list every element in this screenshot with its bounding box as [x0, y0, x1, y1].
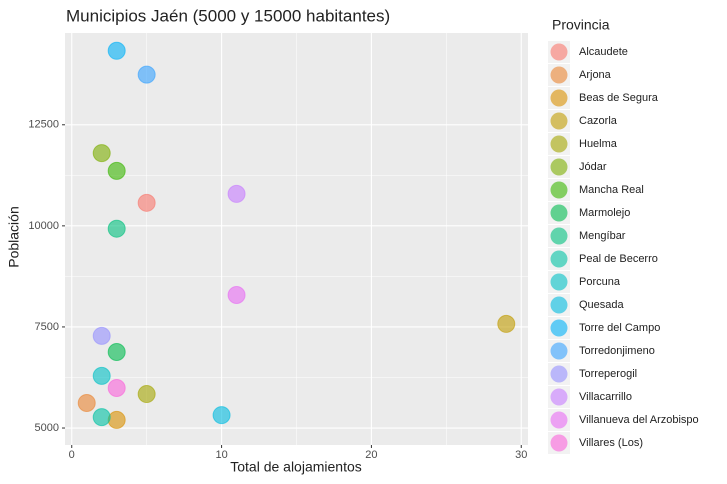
y-tick-label: 10000 [28, 220, 59, 232]
legend-label: Marmolejo [579, 207, 630, 219]
legend-key [550, 250, 568, 268]
point [107, 161, 126, 180]
point [92, 408, 111, 427]
point [137, 65, 156, 84]
legend-label: Arjona [579, 69, 612, 81]
point [92, 326, 111, 345]
legend-label: Mengíbar [579, 230, 626, 242]
legend-key [550, 365, 568, 383]
point [227, 184, 246, 203]
legend-key [550, 66, 568, 84]
x-axis-title: Total de alojamientos [230, 459, 362, 475]
legend-key [550, 319, 568, 337]
legend-key [550, 181, 568, 199]
legend-key [550, 89, 568, 107]
point [497, 314, 516, 333]
legend-key [550, 296, 568, 314]
chart-title: Municipios Jaén (5000 y 15000 habitantes… [66, 6, 390, 25]
point [107, 343, 126, 362]
point [137, 193, 156, 212]
legend-key [550, 273, 568, 291]
legend-key [550, 112, 568, 130]
legend-label: Quesada [579, 299, 625, 311]
point [212, 406, 231, 425]
point [92, 366, 111, 385]
legend-key [550, 434, 568, 452]
legend-label: Porcuna [579, 276, 621, 288]
legend-label: Alcaudete [579, 46, 628, 58]
legend-label: Torreperogil [579, 368, 637, 380]
legend-label: Peal de Becerro [579, 253, 658, 265]
x-tick-label: 10 [215, 449, 227, 461]
legend-key [550, 43, 568, 61]
point [107, 41, 126, 60]
y-tick-label: 7500 [35, 321, 59, 333]
legend-label: Jódar [579, 161, 607, 173]
legend-key [550, 158, 568, 176]
legend-label: Cazorla [579, 115, 618, 127]
point [227, 285, 246, 304]
legend-label: Villacarrillo [579, 391, 632, 403]
point [107, 378, 126, 397]
legend-key [550, 204, 568, 222]
point [137, 385, 156, 404]
point [92, 144, 111, 163]
legend-label: Mancha Real [579, 184, 644, 196]
legend-label: Huelma [579, 138, 618, 150]
point [107, 219, 126, 238]
legend-title: Provincia [552, 17, 610, 33]
legend-key [550, 342, 568, 360]
point [107, 410, 126, 429]
legend-label: Villares (Los) [579, 437, 643, 449]
y-tick-label: 5000 [35, 422, 59, 434]
y-axis-title: Población [6, 206, 22, 268]
legend-label: Torre del Campo [579, 322, 660, 334]
legend-label: Villanueva del Arzobispo [579, 414, 699, 426]
legend-key [550, 227, 568, 245]
y-tick-label: 12500 [28, 119, 59, 131]
legend-key [550, 388, 568, 406]
legend-label: Beas de Segura [579, 92, 659, 104]
legend-label: Torredonjimeno [579, 345, 655, 357]
x-tick-label: 30 [515, 449, 527, 461]
legend-key [550, 411, 568, 429]
x-tick-label: 20 [365, 449, 377, 461]
legend-key [550, 135, 568, 153]
x-tick-label: 0 [69, 449, 75, 461]
point [77, 393, 96, 412]
